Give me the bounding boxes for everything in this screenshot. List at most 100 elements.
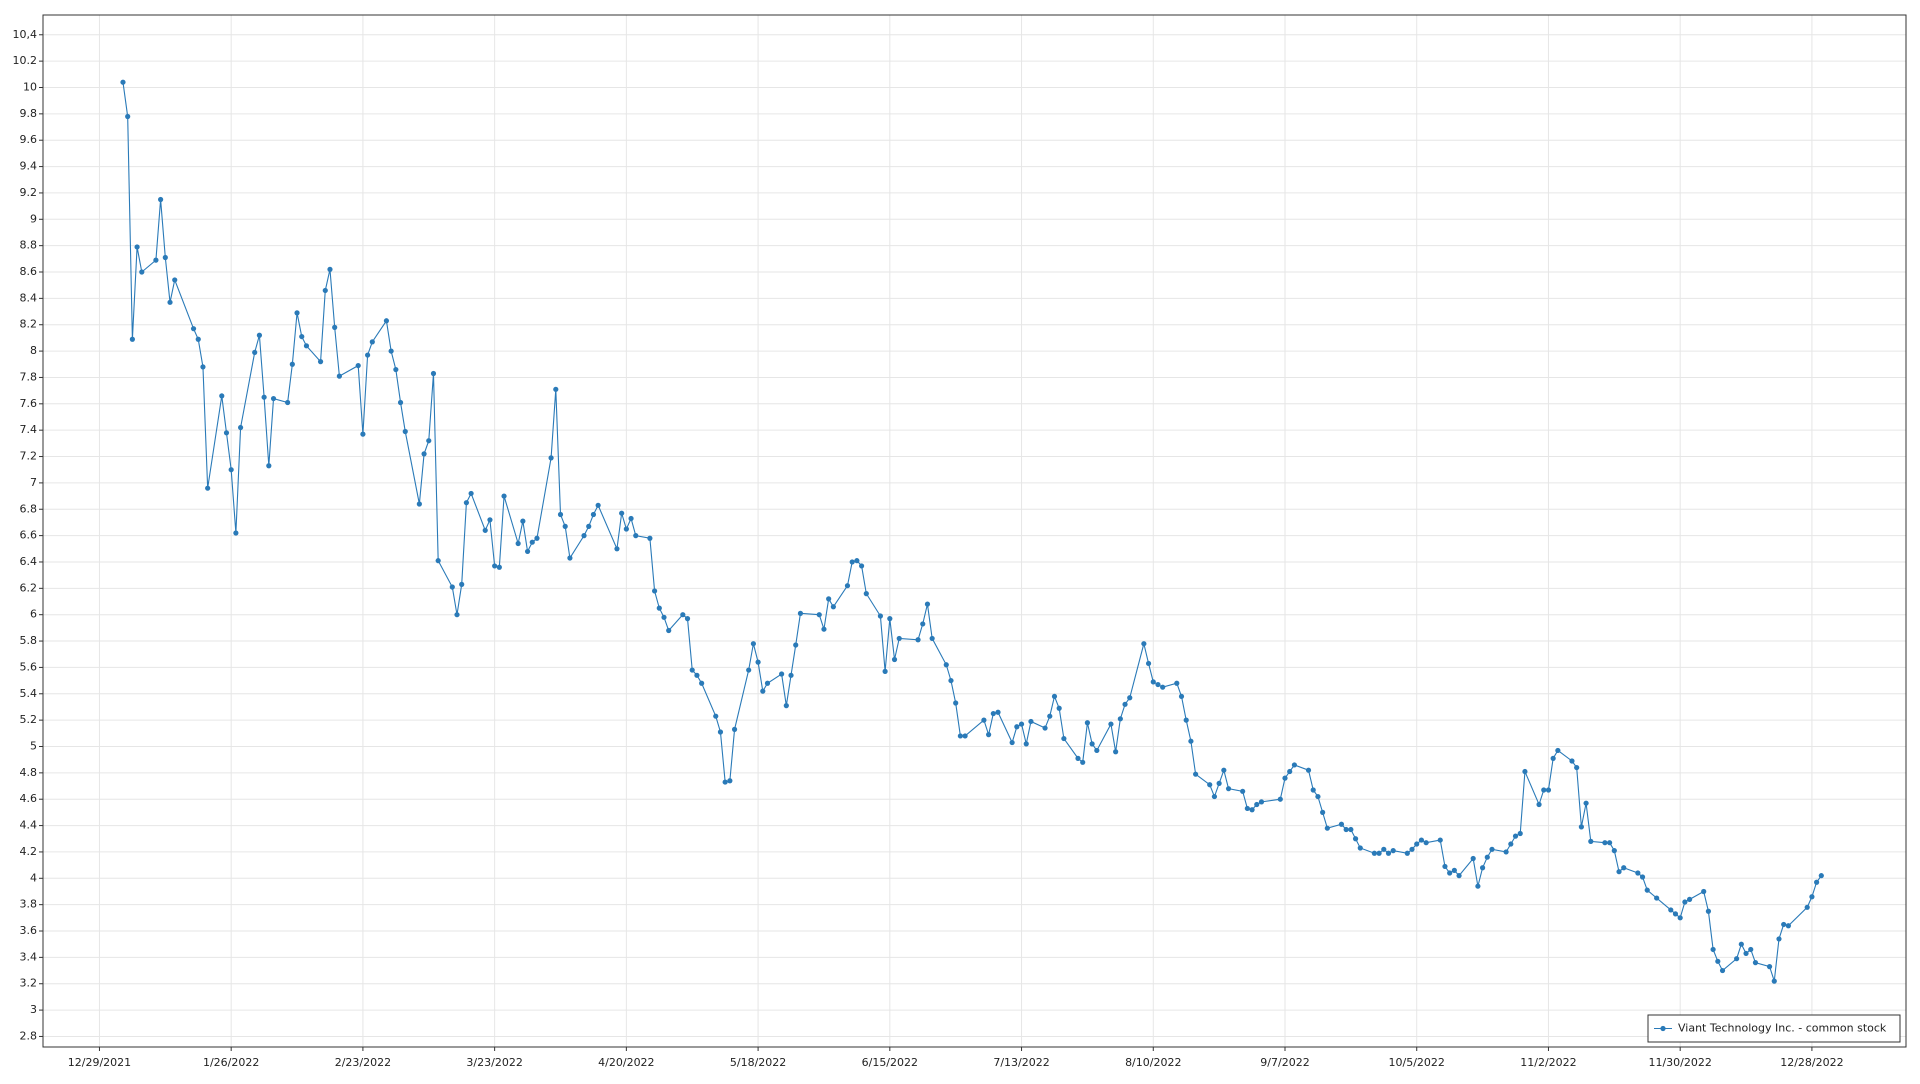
data-point	[986, 732, 992, 738]
data-point	[266, 463, 272, 469]
data-point	[858, 563, 865, 569]
data-point	[1018, 721, 1025, 727]
data-point	[1348, 826, 1354, 833]
data-point	[1211, 793, 1218, 800]
data-point	[501, 493, 507, 499]
data-point	[520, 518, 526, 524]
data-point	[1014, 724, 1020, 730]
x-tick-label: 9/7/2022	[1260, 1056, 1309, 1069]
data-point	[1282, 775, 1288, 781]
data-point	[1734, 956, 1740, 962]
x-tick-label: 1/26/2022	[203, 1056, 259, 1069]
data-point	[1404, 850, 1410, 856]
legend: Viant Technology Inc. - common stock	[1647, 1014, 1901, 1043]
data-point	[1117, 716, 1123, 722]
data-point	[365, 352, 371, 358]
y-tick-label: 2.8	[20, 1029, 38, 1042]
y-tick-label: 5.4	[20, 687, 38, 700]
data-point	[1075, 755, 1081, 761]
data-point	[1160, 684, 1166, 690]
data-point	[717, 729, 724, 735]
data-point	[924, 601, 931, 607]
data-point	[416, 501, 422, 507]
data-point	[369, 339, 375, 345]
data-point	[557, 511, 564, 518]
y-tick-label: 9	[30, 212, 37, 225]
data-point	[628, 515, 634, 522]
data-point	[153, 257, 159, 263]
data-point	[891, 656, 898, 663]
data-point	[1127, 695, 1133, 701]
data-point	[162, 254, 168, 261]
data-point	[1385, 850, 1392, 856]
data-point	[449, 584, 455, 590]
x-tick-label: 7/13/2022	[993, 1056, 1049, 1069]
data-point	[995, 709, 1001, 715]
data-point	[623, 526, 629, 532]
y-tick-label: 6.6	[20, 529, 38, 542]
data-point	[1447, 870, 1453, 876]
data-point	[1809, 894, 1815, 900]
data-point	[1470, 855, 1476, 862]
data-point	[1555, 747, 1561, 754]
y-tick-label: 10	[23, 80, 37, 93]
data-point	[129, 336, 135, 342]
data-point	[863, 591, 869, 597]
data-point	[289, 361, 295, 367]
data-point	[1771, 978, 1777, 984]
data-point	[167, 299, 173, 305]
data-point	[581, 533, 587, 539]
data-point	[1414, 841, 1420, 847]
data-point	[383, 318, 390, 324]
data-point	[1635, 870, 1641, 876]
data-point	[1174, 680, 1180, 686]
data-point	[1009, 739, 1015, 746]
data-point	[957, 733, 963, 739]
x-tick-label: 2/23/2022	[335, 1056, 391, 1069]
data-point	[336, 373, 342, 379]
data-point	[1583, 800, 1589, 806]
x-tick-label: 12/28/2022	[1780, 1056, 1843, 1069]
data-point	[722, 779, 728, 785]
data-point	[1621, 865, 1627, 871]
data-point	[1047, 713, 1053, 719]
data-point	[1569, 758, 1575, 764]
y-tick-label: 8.4	[20, 291, 38, 304]
data-point	[1804, 904, 1810, 910]
data-point	[1343, 826, 1349, 833]
data-point	[1616, 869, 1622, 875]
data-point	[1442, 863, 1448, 870]
data-point	[1456, 873, 1462, 879]
data-point	[562, 523, 568, 529]
data-point	[1051, 693, 1058, 700]
data-point	[849, 559, 855, 565]
data-point	[421, 451, 427, 457]
data-point	[172, 277, 178, 283]
data-point	[205, 485, 211, 491]
y-tick-label: 9.4	[20, 160, 38, 173]
data-point	[355, 362, 361, 369]
data-point	[694, 672, 700, 678]
y-tick-label: 7.4	[20, 423, 38, 436]
y-tick-label: 3.8	[20, 898, 38, 911]
data-point	[567, 555, 573, 561]
data-point	[393, 366, 399, 373]
data-point	[1221, 767, 1227, 773]
data-point	[1668, 907, 1674, 913]
data-point	[120, 79, 126, 85]
data-point	[1122, 701, 1128, 707]
y-tick-label: 8.6	[20, 265, 38, 278]
data-point	[727, 778, 733, 784]
y-tick-label: 9.6	[20, 133, 38, 146]
data-point	[332, 324, 338, 330]
data-point	[482, 527, 488, 533]
data-point	[1752, 960, 1759, 966]
plot	[120, 79, 1824, 984]
data-point	[252, 349, 258, 356]
data-point	[317, 359, 324, 365]
x-tick-label: 10/5/2022	[1389, 1056, 1445, 1069]
data-point	[1672, 911, 1679, 917]
data-point	[760, 688, 766, 694]
data-point	[1418, 837, 1425, 843]
